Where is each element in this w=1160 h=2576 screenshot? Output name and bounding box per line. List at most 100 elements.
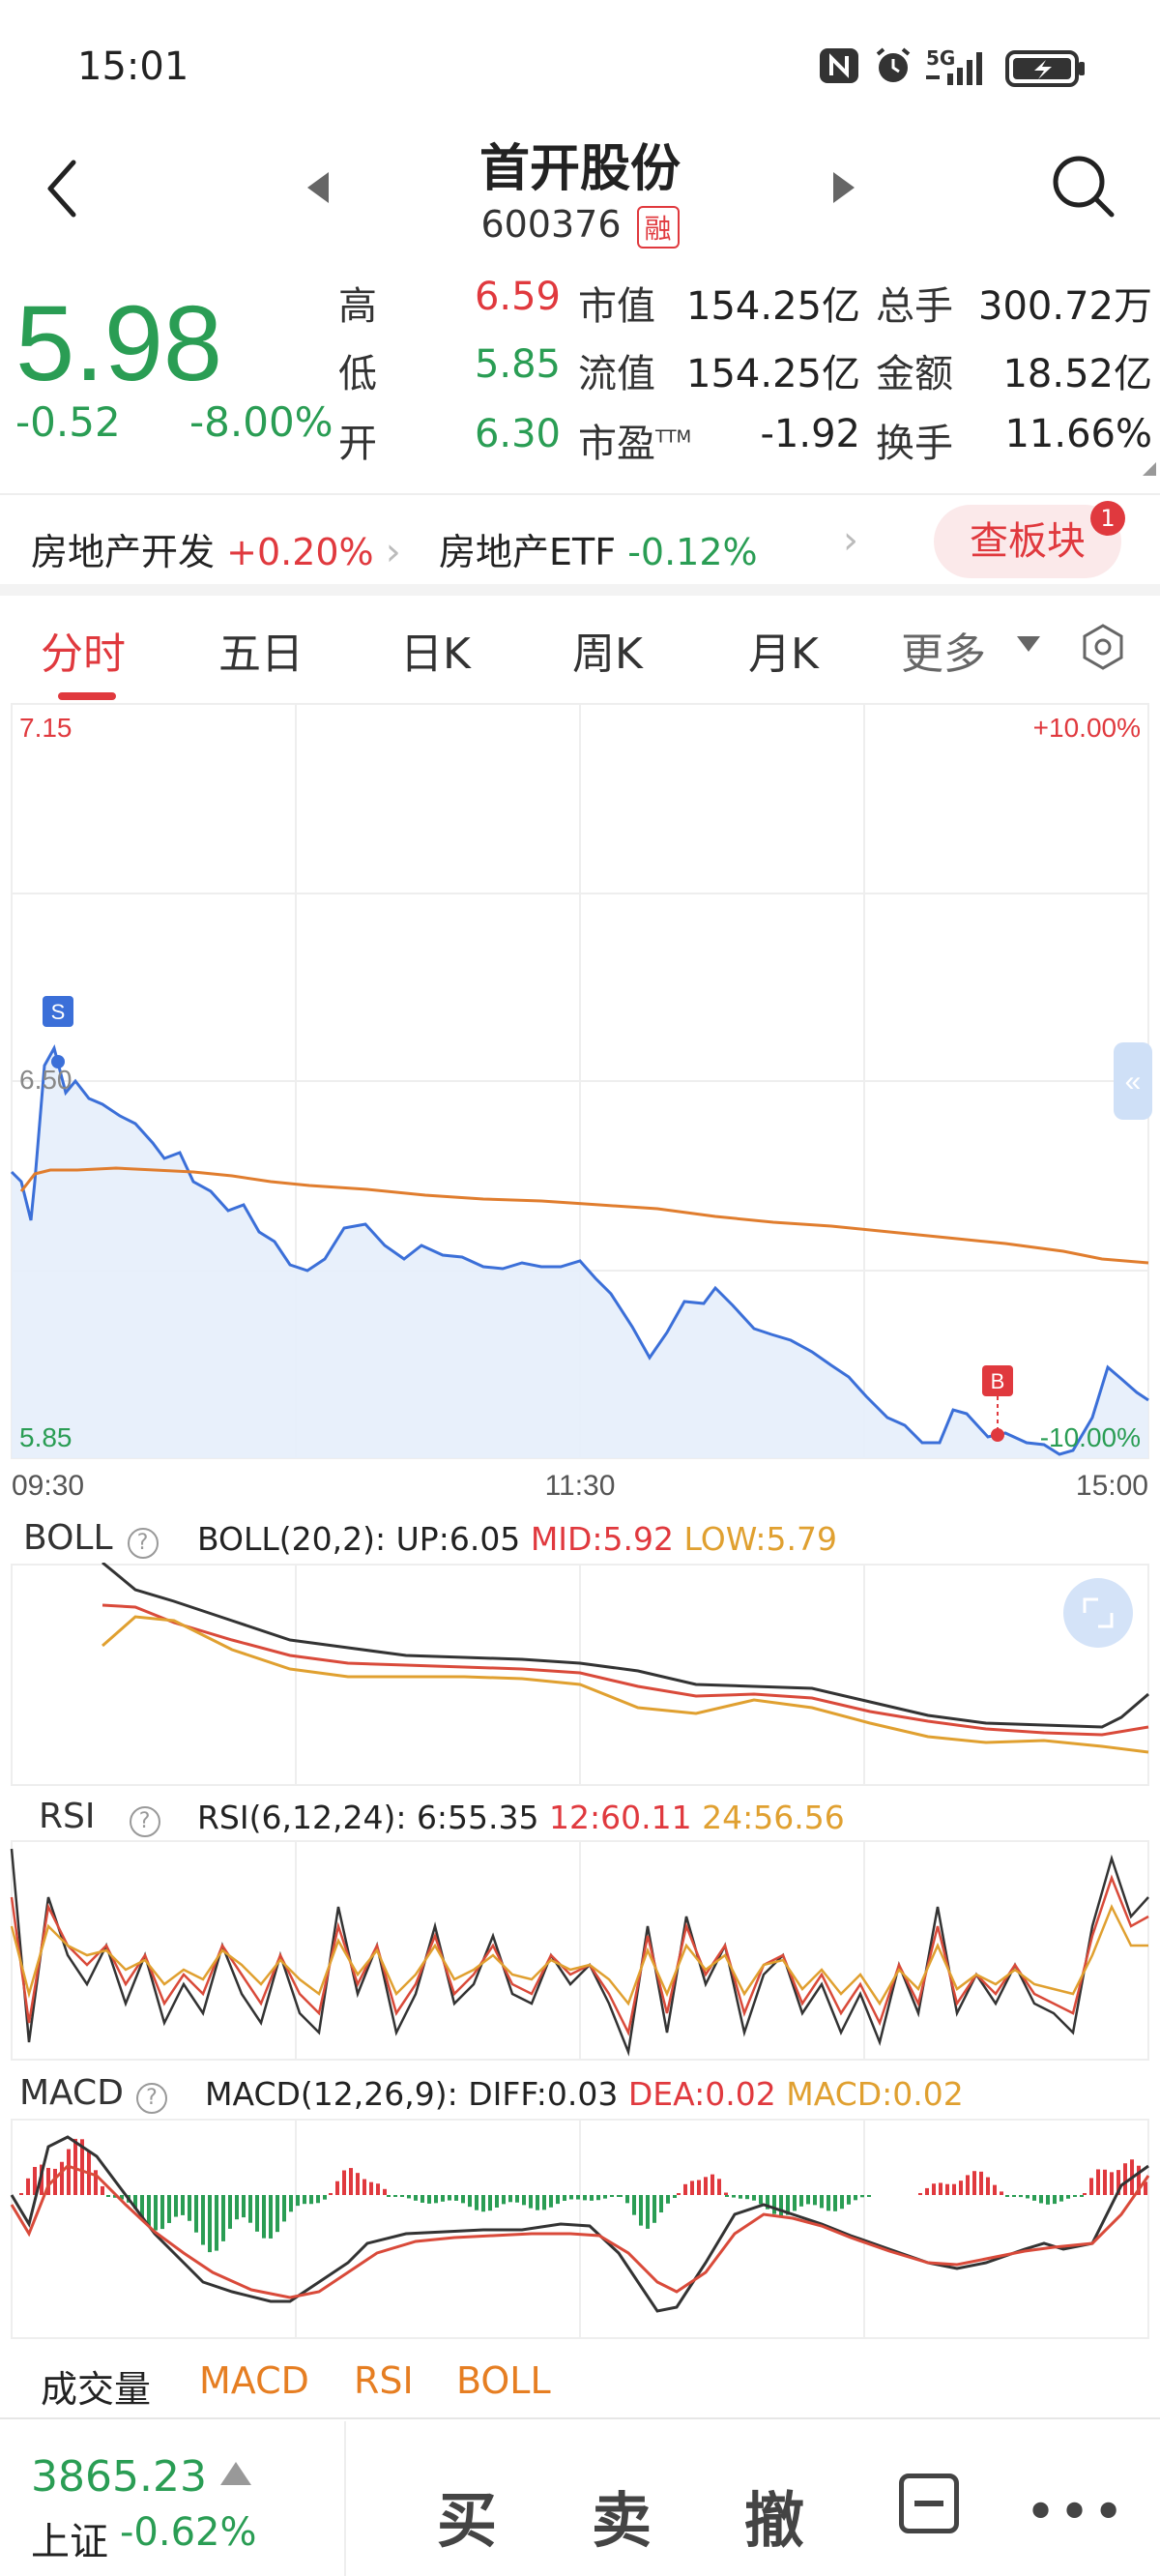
macd-bar xyxy=(710,2174,714,2195)
label-high: 高 xyxy=(338,284,377,329)
tab-daily-k[interactable]: 日K xyxy=(400,629,471,679)
indicator-tab-volume[interactable]: 成交量 xyxy=(41,2368,152,2411)
side-collapse-button[interactable] xyxy=(1114,1042,1152,1120)
y-mid-label: 6.50 xyxy=(19,1065,72,1095)
value-total-volume: 300.72万 xyxy=(978,284,1152,329)
buy-marker[interactable] xyxy=(982,1365,1013,1396)
macd-bar xyxy=(73,2138,77,2195)
macd-chart[interactable] xyxy=(0,2118,1160,2340)
boll-low-line xyxy=(102,1615,1149,1754)
rsi-values: RSI(6,12,24): 6:55.35 12:60.11 24:56.56 xyxy=(197,1799,845,1836)
help-icon[interactable]: ? xyxy=(136,2083,168,2114)
fullscreen-button[interactable] xyxy=(1063,1578,1133,1648)
tab-monthly-k[interactable]: 月K xyxy=(748,629,819,679)
macd-bar xyxy=(140,2195,144,2218)
macd-bar xyxy=(549,2195,553,2208)
macd-bar xyxy=(1083,2193,1087,2195)
macd-bar xyxy=(215,2195,218,2251)
macd-bar xyxy=(603,2195,607,2199)
tab-intraday[interactable]: 分时 xyxy=(41,629,126,679)
rsi-params: RSI(6,12,24): xyxy=(197,1799,407,1836)
more-button[interactable]: ••• xyxy=(1025,2481,1127,2544)
macd-bar xyxy=(867,2195,871,2197)
sector-industry[interactable]: 房地产开发 +0.20% › xyxy=(31,522,401,575)
next-stock-button[interactable] xyxy=(833,172,855,203)
value-turnover-amount: 18.52亿 xyxy=(1002,352,1152,396)
expand-corner-icon[interactable] xyxy=(1139,458,1158,478)
status-time: 15:01 xyxy=(77,44,189,89)
macd-bar xyxy=(993,2184,997,2195)
macd-bar xyxy=(461,2195,465,2204)
help-icon[interactable]: ? xyxy=(127,1528,159,1559)
macd-bar xyxy=(335,2181,339,2195)
macd-bar xyxy=(683,2183,687,2195)
sell-button[interactable]: 卖 xyxy=(592,2485,652,2556)
tab-five-day[interactable]: 五日 xyxy=(218,629,304,679)
intraday-chart[interactable]: S B 7.15 +10.00% 6.50 5.85 -10.00% 09:30… xyxy=(0,698,1160,1510)
indicator-tab-macd[interactable]: MACD xyxy=(199,2359,309,2402)
stock-code: 600376 xyxy=(480,203,622,246)
chevron-right-icon: › xyxy=(843,518,858,563)
macd-bar xyxy=(387,2195,391,2197)
check-sector-button[interactable]: 查板块 xyxy=(934,505,1121,578)
macd-bar xyxy=(610,2195,614,2197)
macd-bar xyxy=(269,2195,273,2239)
macd-bar xyxy=(40,2164,44,2195)
macd-bar xyxy=(646,2195,650,2229)
macd-bar xyxy=(1005,2195,1009,2197)
settings-icon[interactable] xyxy=(1079,623,1127,671)
macd-bar xyxy=(188,2195,191,2221)
tab-more[interactable]: 更多 xyxy=(901,629,986,679)
macd-bar xyxy=(563,2195,566,2201)
macd-bar xyxy=(329,2193,333,2195)
minus-icon xyxy=(914,2501,943,2506)
label-pe-sup: TTM xyxy=(655,426,692,448)
help-icon[interactable]: ? xyxy=(129,1806,160,1837)
macd-bar xyxy=(147,2195,151,2226)
x-start-label: 09:30 xyxy=(12,1470,84,1502)
macd-bar xyxy=(356,2173,360,2195)
macd-header: MACD ? xyxy=(19,2073,168,2114)
boll-chart[interactable] xyxy=(0,1563,1160,1787)
minimize-button[interactable] xyxy=(899,2474,959,2533)
expand-up-icon[interactable] xyxy=(220,2462,251,2485)
value-turnover-rate: 11.66% xyxy=(1004,412,1152,456)
macd-bar xyxy=(1012,2195,1016,2197)
macd-bar xyxy=(475,2195,478,2210)
search-icon[interactable] xyxy=(1050,153,1117,220)
index-value[interactable]: 3865.23 xyxy=(31,2452,207,2502)
macd-bar xyxy=(1019,2195,1023,2198)
macd-bar xyxy=(860,2195,864,2198)
price-change: -0.52 xyxy=(15,398,121,446)
buy-button[interactable]: 买 xyxy=(437,2485,498,2556)
macd-bar xyxy=(289,2195,293,2212)
average-line xyxy=(19,1166,1149,1265)
macd-bar xyxy=(1039,2195,1043,2204)
macd-bar xyxy=(495,2195,499,2208)
sector-etf[interactable]: 房地产ETF -0.12% xyxy=(439,522,758,575)
macd-bar xyxy=(468,2195,472,2208)
x-mid-label: 11:30 xyxy=(545,1470,616,1502)
macd-bar xyxy=(625,2195,629,2204)
index-name: 上证 xyxy=(31,2520,108,2564)
cancel-order-button[interactable]: 撤 xyxy=(744,2485,805,2556)
divider xyxy=(0,584,1160,596)
prev-stock-button[interactable] xyxy=(307,172,329,203)
macd-bar xyxy=(1144,2181,1147,2195)
y-max-pct-label: +10.00% xyxy=(1033,713,1141,743)
macd-bar xyxy=(369,2181,373,2195)
boll-params: BOLL(20,2): xyxy=(197,1520,387,1558)
macd-bar xyxy=(414,2195,418,2201)
indicator-tab-boll[interactable]: BOLL xyxy=(456,2359,551,2402)
rsi-chart[interactable] xyxy=(0,1839,1160,2062)
rsi-24: 24:56.56 xyxy=(702,1799,845,1836)
macd-bar xyxy=(454,2195,458,2201)
macd-bar xyxy=(316,2195,320,2204)
back-button[interactable] xyxy=(39,155,87,222)
macd-bar xyxy=(201,2195,205,2245)
macd-bar xyxy=(1096,2169,1100,2195)
indicator-tab-rsi[interactable]: RSI xyxy=(354,2359,414,2402)
macd-bar xyxy=(1032,2195,1036,2201)
sell-marker[interactable] xyxy=(43,996,73,1027)
tab-weekly-k[interactable]: 周K xyxy=(572,629,643,679)
